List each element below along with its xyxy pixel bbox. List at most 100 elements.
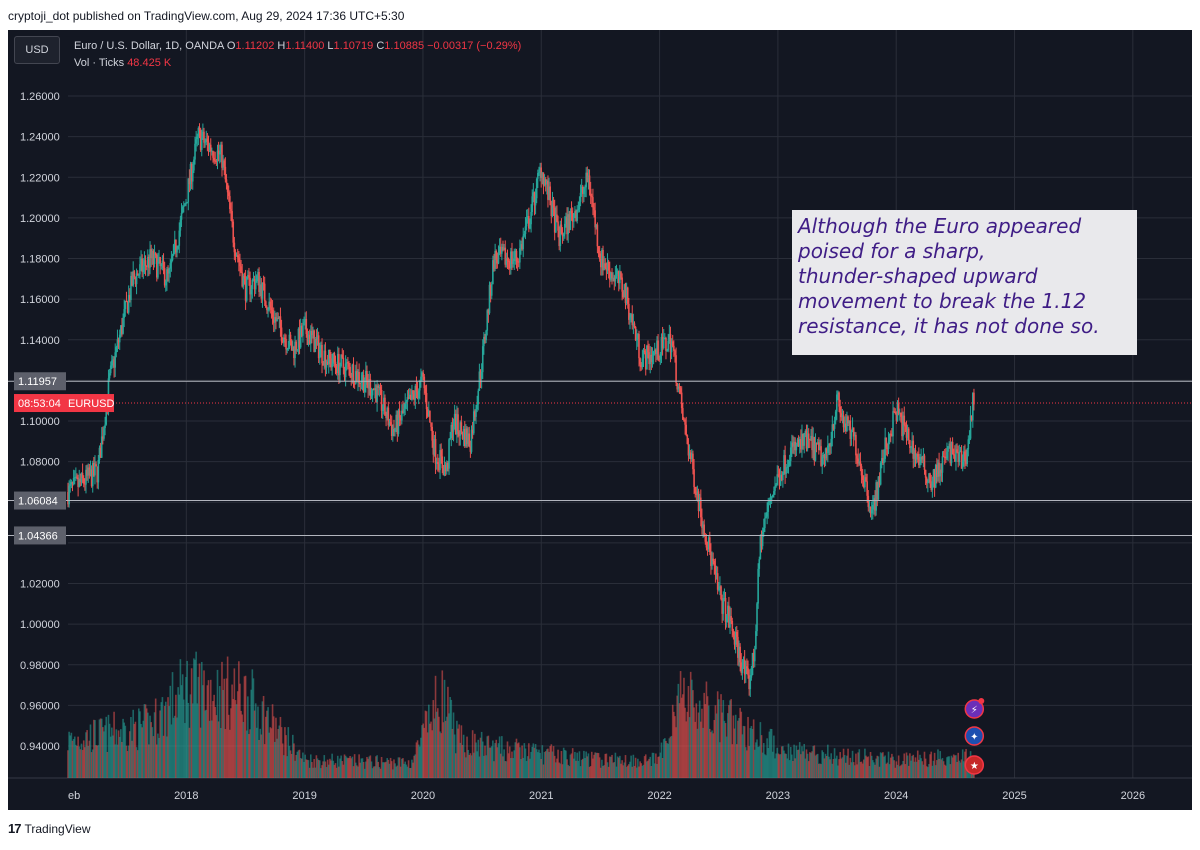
candle-body	[846, 416, 848, 432]
volume-bar	[831, 763, 834, 778]
candle-body	[528, 215, 530, 229]
volume-bar	[606, 762, 609, 778]
volume-bar	[823, 758, 826, 778]
candle-body	[309, 330, 312, 344]
candle-body	[329, 349, 331, 359]
volume-bar	[138, 708, 140, 778]
candle-body	[206, 138, 209, 142]
volume-bar	[671, 704, 674, 778]
currency-button[interactable]: USD	[14, 36, 60, 64]
candle-body	[125, 300, 128, 302]
volume-bar	[839, 752, 841, 778]
candle-body	[653, 349, 656, 352]
candle-body	[253, 279, 256, 290]
volume-bar	[99, 718, 102, 778]
us-flag-icon[interactable]	[964, 755, 985, 775]
volume-bar	[626, 765, 629, 778]
candle-body	[692, 453, 694, 470]
volume-bar	[852, 762, 855, 778]
symbol-name[interactable]: Euro / U.S. Dollar, 1D, OANDA	[74, 40, 224, 52]
volume-bar	[726, 713, 729, 778]
volume-bar	[913, 761, 916, 778]
candle-body	[941, 456, 944, 473]
candle-body	[758, 559, 761, 569]
volume-bar	[581, 758, 584, 778]
volume-bar	[396, 765, 399, 778]
volume-bar	[624, 755, 627, 778]
volume-label[interactable]: Vol · Ticks	[74, 57, 125, 69]
volume-bar	[414, 754, 417, 778]
volume-bar	[191, 703, 194, 778]
volume-bar	[153, 712, 156, 778]
chart-pane[interactable]: 1.11957 1.06084 1.04366 08:53:04 EURUSD 1.260…	[8, 30, 1192, 810]
candle-body	[80, 472, 83, 483]
volume-bar	[186, 660, 188, 778]
candle-body	[622, 291, 625, 298]
candle-body	[248, 275, 250, 278]
volume-bar	[200, 661, 203, 778]
volume-bar	[958, 760, 961, 778]
candle-body	[141, 258, 143, 273]
candle-body	[680, 392, 683, 409]
volume-bar	[108, 723, 111, 778]
candle-body	[317, 335, 320, 359]
candle-body	[191, 170, 194, 182]
volume-bar	[936, 760, 938, 778]
lightning-icon[interactable]	[964, 699, 985, 719]
volume-bar	[67, 750, 69, 778]
candle-body	[169, 263, 172, 269]
volume-bar	[213, 694, 215, 778]
candle-body	[371, 388, 374, 396]
volume-bar	[471, 730, 474, 778]
volume-bar	[296, 751, 299, 778]
volume-bar	[233, 668, 236, 778]
volume-bar	[143, 704, 146, 778]
volume-bar	[236, 691, 239, 778]
volume-bar	[662, 739, 665, 778]
candle-body	[601, 249, 603, 268]
candle-body	[490, 284, 493, 296]
volume-bar	[704, 704, 707, 778]
candle-body	[538, 171, 540, 174]
volume-bar	[933, 752, 936, 778]
candle-body	[634, 326, 637, 341]
candle-body	[286, 349, 288, 351]
candle-body	[700, 497, 702, 518]
volume-bar	[342, 764, 345, 778]
volume-bar	[403, 763, 405, 778]
volume-bar	[840, 758, 843, 778]
volume-bar	[738, 718, 740, 778]
volume-bar	[945, 765, 947, 778]
candle-body	[205, 138, 208, 143]
volume-bar	[564, 749, 566, 778]
footer: 17 TradingView	[8, 821, 91, 836]
volume-bar	[309, 754, 312, 778]
volume-bar	[583, 750, 585, 778]
volume-bar	[393, 759, 395, 778]
volume-bar	[334, 763, 337, 778]
volume-bar	[497, 743, 500, 778]
candle-body	[71, 482, 74, 485]
candle-body	[383, 397, 385, 410]
candle-body	[348, 362, 350, 367]
candle-body	[638, 334, 640, 359]
candle-body	[325, 361, 328, 368]
volume-bar	[850, 762, 853, 778]
candle-body	[556, 214, 558, 222]
volume-bar	[751, 728, 754, 778]
eu-flag-icon[interactable]	[964, 726, 985, 746]
candle-body	[511, 251, 513, 264]
text-annotation[interactable]: Although the Euro appeared poised for a …	[792, 210, 1137, 355]
candle-body	[100, 436, 103, 458]
volume-bar	[362, 761, 365, 778]
candle-body	[360, 381, 363, 383]
volume-bar	[294, 760, 296, 778]
candle-body	[537, 173, 539, 179]
volume-bar	[553, 755, 556, 778]
footer-brand[interactable]: TradingView	[24, 821, 91, 836]
y-tick-label: 1.18000	[20, 254, 60, 266]
volume-bar	[258, 739, 260, 778]
volume-bar	[75, 744, 77, 778]
volume-bar	[80, 743, 83, 778]
